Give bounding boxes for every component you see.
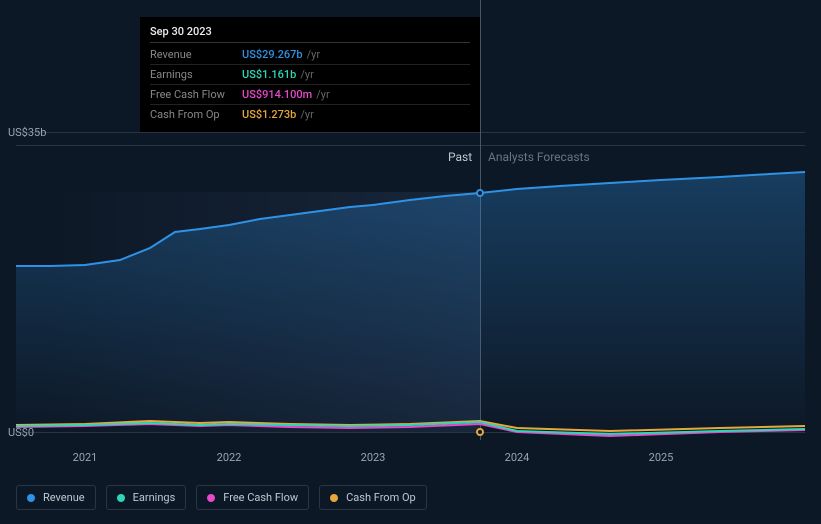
legend: Revenue Earnings Free Cash Flow Cash Fro… (16, 485, 427, 510)
tooltip-value: US$1.273b (242, 108, 296, 121)
legend-dot-icon (207, 494, 215, 502)
x-tick-4: 2025 (649, 451, 674, 464)
tooltip-row-earnings: Earnings US$1.161b /yr (150, 65, 470, 85)
tooltip-unit: /yr (316, 88, 329, 101)
legend-dot-icon (117, 494, 125, 502)
legend-item-revenue[interactable]: Revenue (16, 485, 96, 510)
tooltip-unit: /yr (307, 48, 320, 61)
hover-marker-revenue (476, 189, 484, 197)
tooltip-value: US$1.161b (242, 68, 296, 81)
tooltip-value: US$29.267b (242, 48, 303, 61)
tooltip-label: Earnings (150, 68, 242, 81)
legend-dot-icon (27, 494, 35, 502)
legend-item-fcf[interactable]: Free Cash Flow (196, 485, 309, 510)
tooltip-label: Revenue (150, 48, 242, 61)
tooltip-unit: /yr (300, 108, 313, 121)
tooltip-label: Free Cash Flow (150, 88, 242, 101)
tooltip-label: Cash From Op (150, 108, 242, 121)
legend-label: Earnings (133, 491, 176, 504)
legend-label: Free Cash Flow (223, 491, 298, 504)
tooltip-row-cashop: Cash From Op US$1.273b /yr (150, 105, 470, 124)
x-tick-1: 2022 (217, 451, 242, 464)
tooltip-value: US$914.100m (242, 88, 312, 101)
tooltip-unit: /yr (300, 68, 313, 81)
legend-item-cashop[interactable]: Cash From Op (319, 485, 427, 510)
tooltip-row-revenue: Revenue US$29.267b /yr (150, 45, 470, 65)
x-tick-3: 2024 (505, 451, 530, 464)
x-tick-2: 2023 (361, 451, 386, 464)
hover-marker-cashop (476, 428, 484, 436)
legend-item-earnings[interactable]: Earnings (106, 485, 187, 510)
legend-label: Cash From Op (346, 491, 416, 504)
x-tick-0: 2021 (73, 451, 98, 464)
tooltip-date: Sep 30 2023 (150, 25, 470, 43)
hover-tooltip: Sep 30 2023 Revenue US$29.267b /yr Earni… (140, 17, 480, 132)
legend-dot-icon (330, 494, 338, 502)
legend-label: Revenue (43, 491, 85, 504)
tooltip-row-fcf: Free Cash Flow US$914.100m /yr (150, 85, 470, 105)
